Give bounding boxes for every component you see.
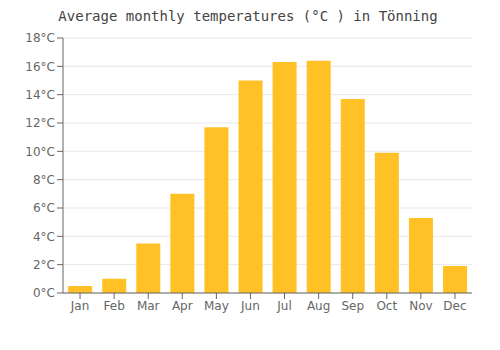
svg-text:8°C: 8°C: [33, 173, 55, 187]
svg-text:Apr: Apr: [172, 299, 193, 313]
svg-text:16°C: 16°C: [25, 60, 55, 74]
svg-text:Jan: Jan: [70, 299, 90, 313]
svg-text:12°C: 12°C: [25, 116, 55, 130]
svg-text:Nov: Nov: [409, 299, 432, 313]
svg-text:0°C: 0°C: [33, 286, 55, 300]
svg-text:6°C: 6°C: [33, 201, 55, 215]
svg-text:Jul: Jul: [276, 299, 291, 313]
svg-text:Aug: Aug: [307, 299, 330, 313]
svg-text:2°C: 2°C: [33, 258, 55, 272]
svg-text:Sep: Sep: [341, 299, 364, 313]
svg-text:18°C: 18°C: [25, 31, 55, 45]
svg-text:Dec: Dec: [443, 299, 466, 313]
svg-text:May: May: [204, 299, 229, 313]
svg-text:Jun: Jun: [240, 299, 260, 313]
svg-text:14°C: 14°C: [25, 88, 55, 102]
svg-text:10°C: 10°C: [25, 145, 55, 159]
svg-text:Oct: Oct: [376, 299, 397, 313]
svg-text:Mar: Mar: [137, 299, 160, 313]
svg-text:Feb: Feb: [104, 299, 125, 313]
html-text:Average monthly temperatures (: Average monthly temperatures (°C ) in Tö…: [58, 8, 438, 24]
svg-text:4°C: 4°C: [33, 230, 55, 244]
